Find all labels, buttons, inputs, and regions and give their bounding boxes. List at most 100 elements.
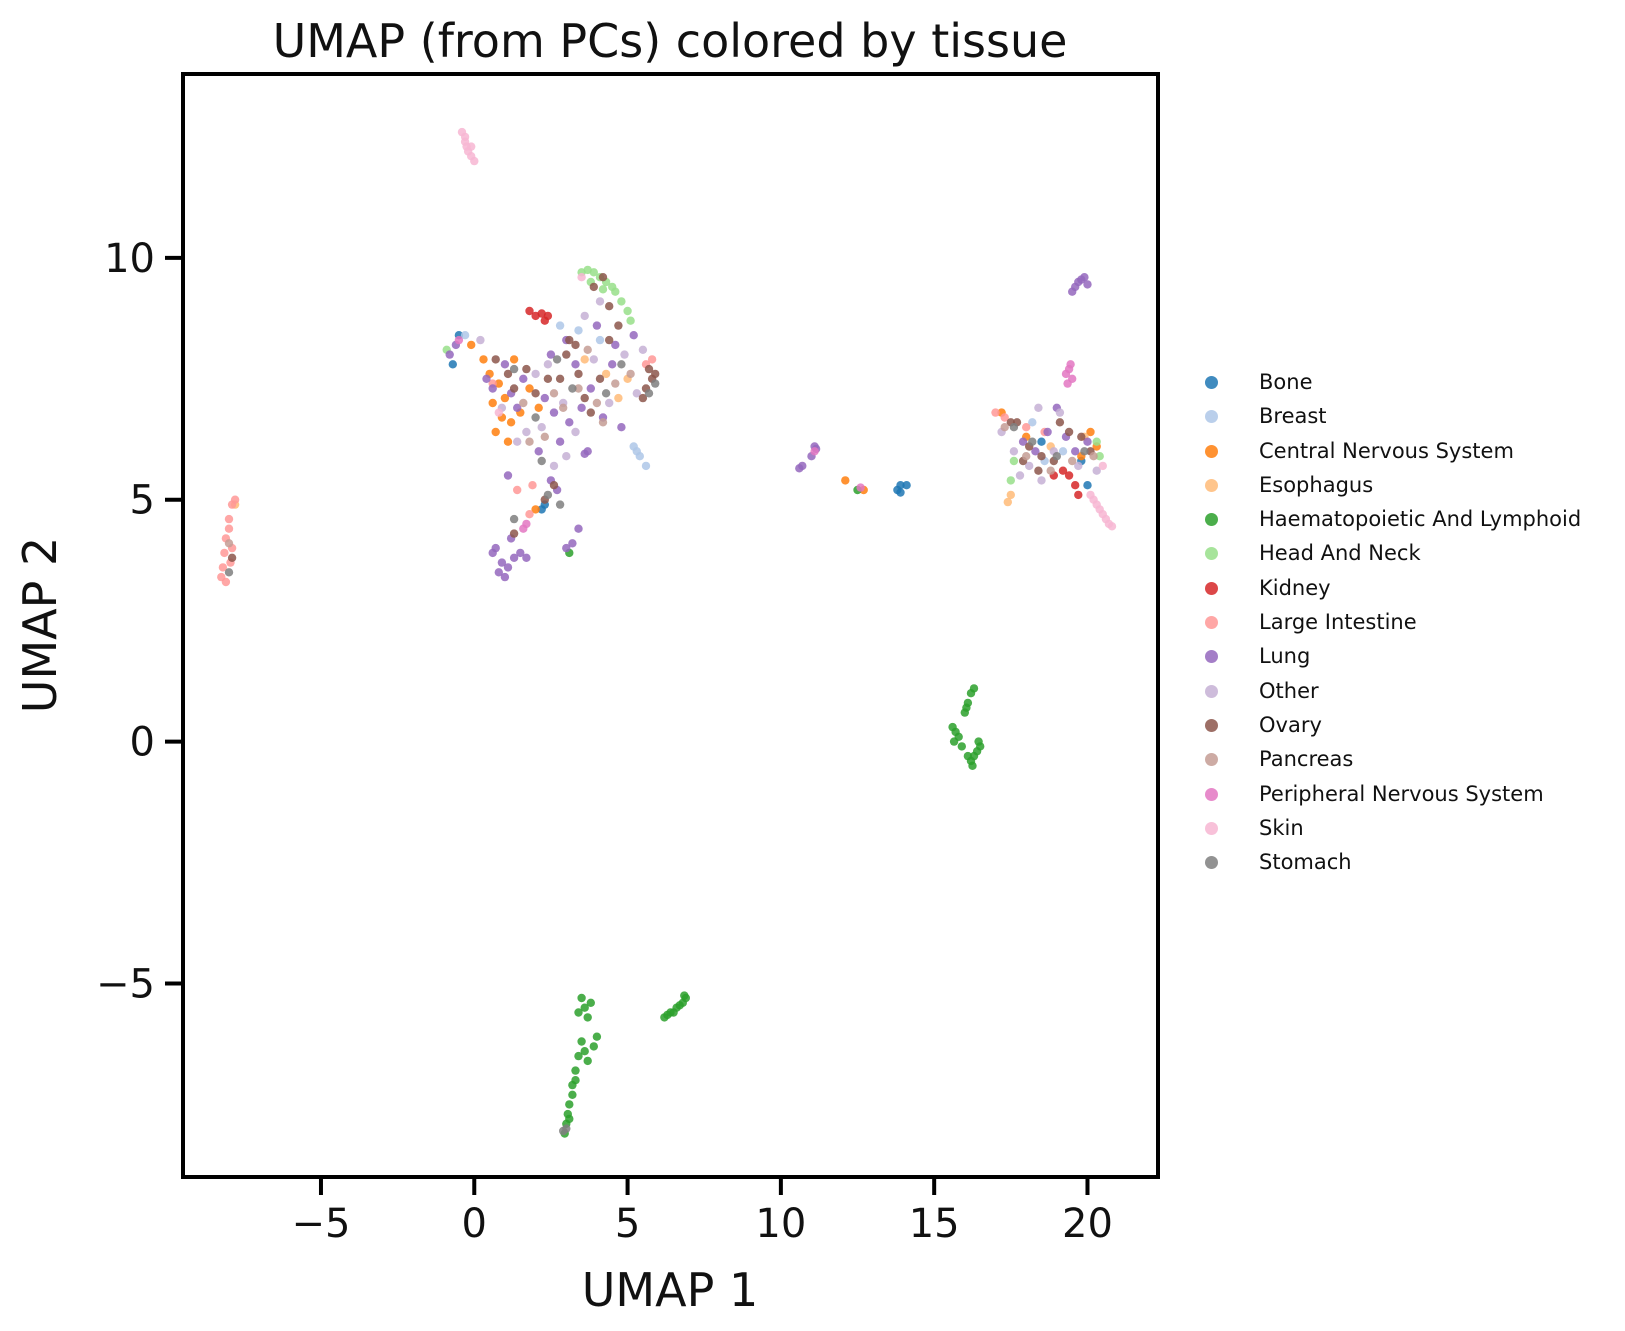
data-point-9-6 <box>571 427 580 437</box>
data-point-9-20 <box>1025 461 1034 471</box>
data-point-3-1 <box>601 369 611 379</box>
data-point-2-12 <box>534 403 543 412</box>
data-point-5-13 <box>1006 476 1015 485</box>
legend-label: Bone <box>1259 370 1313 394</box>
data-point-2-10 <box>509 355 519 364</box>
data-point-10-6 <box>562 350 571 359</box>
data-point-10-9 <box>580 393 589 403</box>
data-point-12-9 <box>454 335 464 345</box>
legend-label: Other <box>1259 678 1319 703</box>
x-tick-label: 20 <box>1062 1201 1113 1247</box>
data-point-8-3 <box>488 384 497 393</box>
data-point-8-28 <box>503 471 513 480</box>
data-point-4-7 <box>580 1047 589 1056</box>
data-point-4-27 <box>675 1001 684 1010</box>
data-point-14-2 <box>552 355 562 364</box>
data-point-13-6 <box>460 137 470 146</box>
data-point-8-37 <box>516 548 525 558</box>
data-point-13-16 <box>1086 490 1095 500</box>
data-point-14-10 <box>555 500 565 509</box>
data-point-13-5 <box>470 156 479 166</box>
data-point-9-10 <box>632 389 641 398</box>
data-point-12-5 <box>1063 379 1072 388</box>
data-point-2-4 <box>500 393 510 403</box>
legend-label: Pancreas <box>1259 747 1354 772</box>
data-point-4-33 <box>957 742 966 751</box>
data-point-5-14 <box>1092 437 1101 446</box>
data-point-2-1 <box>479 355 488 364</box>
data-point-14-0 <box>509 364 519 374</box>
data-point-10-4 <box>531 389 540 398</box>
data-point-4-20 <box>571 1066 580 1075</box>
legend-label: Central Nervous System <box>1259 438 1514 463</box>
data-point-0-10 <box>1037 437 1046 446</box>
data-point-8-4 <box>500 360 510 369</box>
data-point-7-15 <box>1021 423 1031 432</box>
data-point-12-8 <box>810 447 819 456</box>
data-point-7-13 <box>991 408 1000 417</box>
x-tick-label: 10 <box>755 1201 806 1247</box>
data-point-8-53 <box>1083 437 1092 446</box>
data-point-10-31 <box>1064 427 1074 437</box>
data-point-4-14 <box>565 1100 574 1109</box>
data-point-1-8 <box>1028 418 1037 427</box>
data-point-10-14 <box>598 273 608 282</box>
data-point-14-13 <box>1028 437 1037 446</box>
legend-label: Ovary <box>1259 712 1322 737</box>
data-point-10-2 <box>509 384 519 393</box>
data-point-4-2 <box>580 1003 589 1012</box>
legend-swatch <box>1205 444 1218 458</box>
legend-label: Esophagus <box>1259 472 1374 497</box>
data-point-11-14 <box>1068 456 1077 466</box>
x-tick-label: 15 <box>909 1201 960 1247</box>
data-point-9-15 <box>513 437 522 446</box>
data-point-4-19 <box>568 1080 577 1090</box>
data-point-8-58 <box>1083 280 1092 289</box>
data-point-4-3 <box>583 1013 592 1022</box>
plot-frame <box>181 72 1160 1179</box>
data-point-5-9 <box>626 316 635 325</box>
data-point-8-33 <box>509 553 519 562</box>
data-point-9-2 <box>522 427 531 437</box>
data-point-14-7 <box>651 379 660 388</box>
data-point-7-18 <box>647 355 657 364</box>
data-point-9-21 <box>1037 476 1046 485</box>
data-point-4-10 <box>589 1042 598 1051</box>
data-point-10-3 <box>522 364 531 374</box>
data-point-8-49 <box>1043 427 1052 437</box>
data-point-14-3 <box>568 384 577 393</box>
data-point-8-41 <box>574 524 583 533</box>
data-point-2-13 <box>503 437 513 446</box>
data-point-8-7 <box>513 403 522 412</box>
data-point-9-24 <box>1034 403 1043 412</box>
data-point-1-5 <box>555 321 565 330</box>
data-point-8-8 <box>540 393 549 403</box>
legend-swatch <box>1205 753 1218 767</box>
data-point-14-5 <box>617 360 626 369</box>
data-point-2-7 <box>506 418 516 427</box>
legend-swatch <box>1205 684 1218 698</box>
data-point-11-11 <box>1000 423 1009 432</box>
data-point-11-9 <box>549 389 559 398</box>
data-point-4-46 <box>968 761 977 770</box>
data-point-9-11 <box>638 345 648 354</box>
data-point-5-15 <box>1095 452 1104 461</box>
data-point-8-6 <box>519 374 528 383</box>
data-point-6-5 <box>1058 466 1068 475</box>
data-point-8-10 <box>555 437 565 446</box>
data-point-9-8 <box>605 398 614 408</box>
data-point-4-18 <box>565 1114 574 1124</box>
data-point-8-17 <box>571 360 580 369</box>
data-point-7-14 <box>1000 413 1009 422</box>
legend-label: Head And Neck <box>1259 541 1421 566</box>
data-point-13-8 <box>577 273 586 282</box>
data-point-8-11 <box>565 418 574 427</box>
data-point-7-20 <box>525 510 534 519</box>
data-point-8-59 <box>1068 287 1077 296</box>
data-point-5-6 <box>611 287 620 296</box>
data-point-0-0 <box>448 360 457 369</box>
data-point-10-10 <box>586 408 595 417</box>
data-point-13-15 <box>1107 522 1117 531</box>
data-point-10-18 <box>555 374 565 383</box>
